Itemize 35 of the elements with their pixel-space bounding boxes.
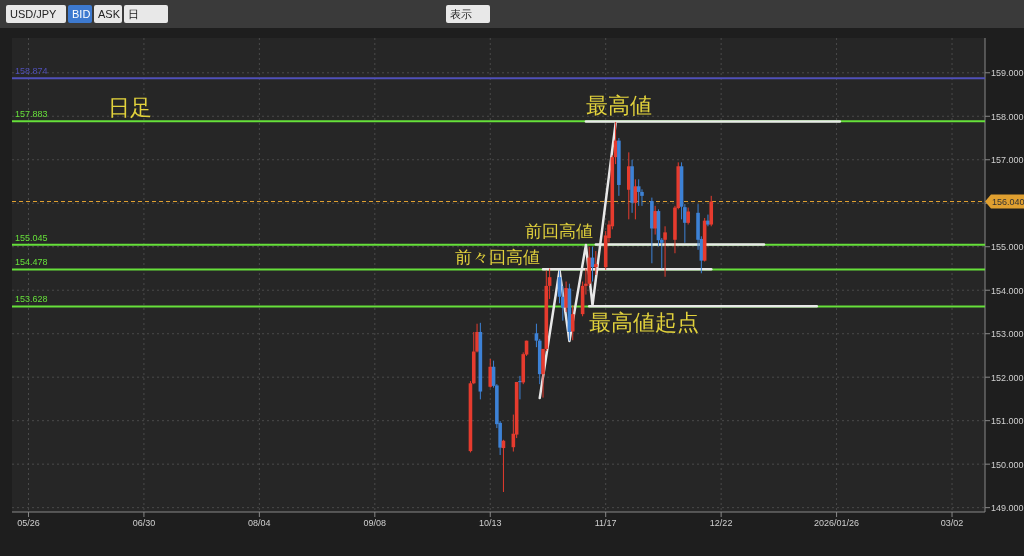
y-tick-label: 149.000 — [991, 503, 1024, 514]
text: 表示 — [450, 8, 472, 20]
x-tick-label: 06/30 — [132, 518, 156, 528]
y-tick-label: 155.000 — [991, 242, 1024, 253]
x-tick-label: 12/22 — [709, 518, 733, 528]
annotation: 前々回高値 — [454, 248, 540, 268]
x-tick-label: 08/04 — [248, 518, 271, 528]
y-tick-label: 150.000 — [991, 459, 1024, 470]
ref-line-label: 155.045 — [15, 232, 48, 243]
text: 日 — [128, 8, 139, 20]
ref-line-label: 156.040 — [992, 197, 1024, 208]
text: ASK — [98, 8, 121, 20]
ref-line-label: 154.478 — [15, 257, 48, 268]
x-tick-label: 03/02 — [940, 518, 964, 528]
y-tick-label: 158.000 — [991, 111, 1024, 122]
annotation: 前回高値 — [524, 221, 593, 241]
x-tick-label: 11/17 — [594, 518, 617, 528]
annotation: 最高値起点 — [589, 310, 700, 336]
x-tick-label: 09/08 — [363, 518, 387, 528]
x-tick-label: 2026/01/26 — [814, 518, 860, 528]
y-tick-label: 153.000 — [991, 329, 1024, 340]
ref-line-label: 158.874 — [15, 66, 48, 77]
ref-line-label: 157.883 — [15, 109, 48, 120]
text: USD/JPY — [10, 8, 58, 20]
y-tick-label: 159.000 — [991, 68, 1024, 79]
y-tick-label: 157.000 — [991, 155, 1024, 166]
y-tick-label: 152.000 — [991, 372, 1024, 383]
annotation: 最高値 — [585, 93, 652, 119]
text: BID — [72, 8, 91, 20]
x-tick-label: 05/26 — [17, 518, 40, 528]
y-tick-label: 154.000 — [991, 285, 1024, 296]
annotation: 日足 — [108, 95, 152, 120]
y-tick-label: 151.000 — [991, 416, 1024, 427]
x-tick-label: 10/13 — [478, 518, 502, 528]
ref-line-label: 153.628 — [15, 294, 48, 305]
